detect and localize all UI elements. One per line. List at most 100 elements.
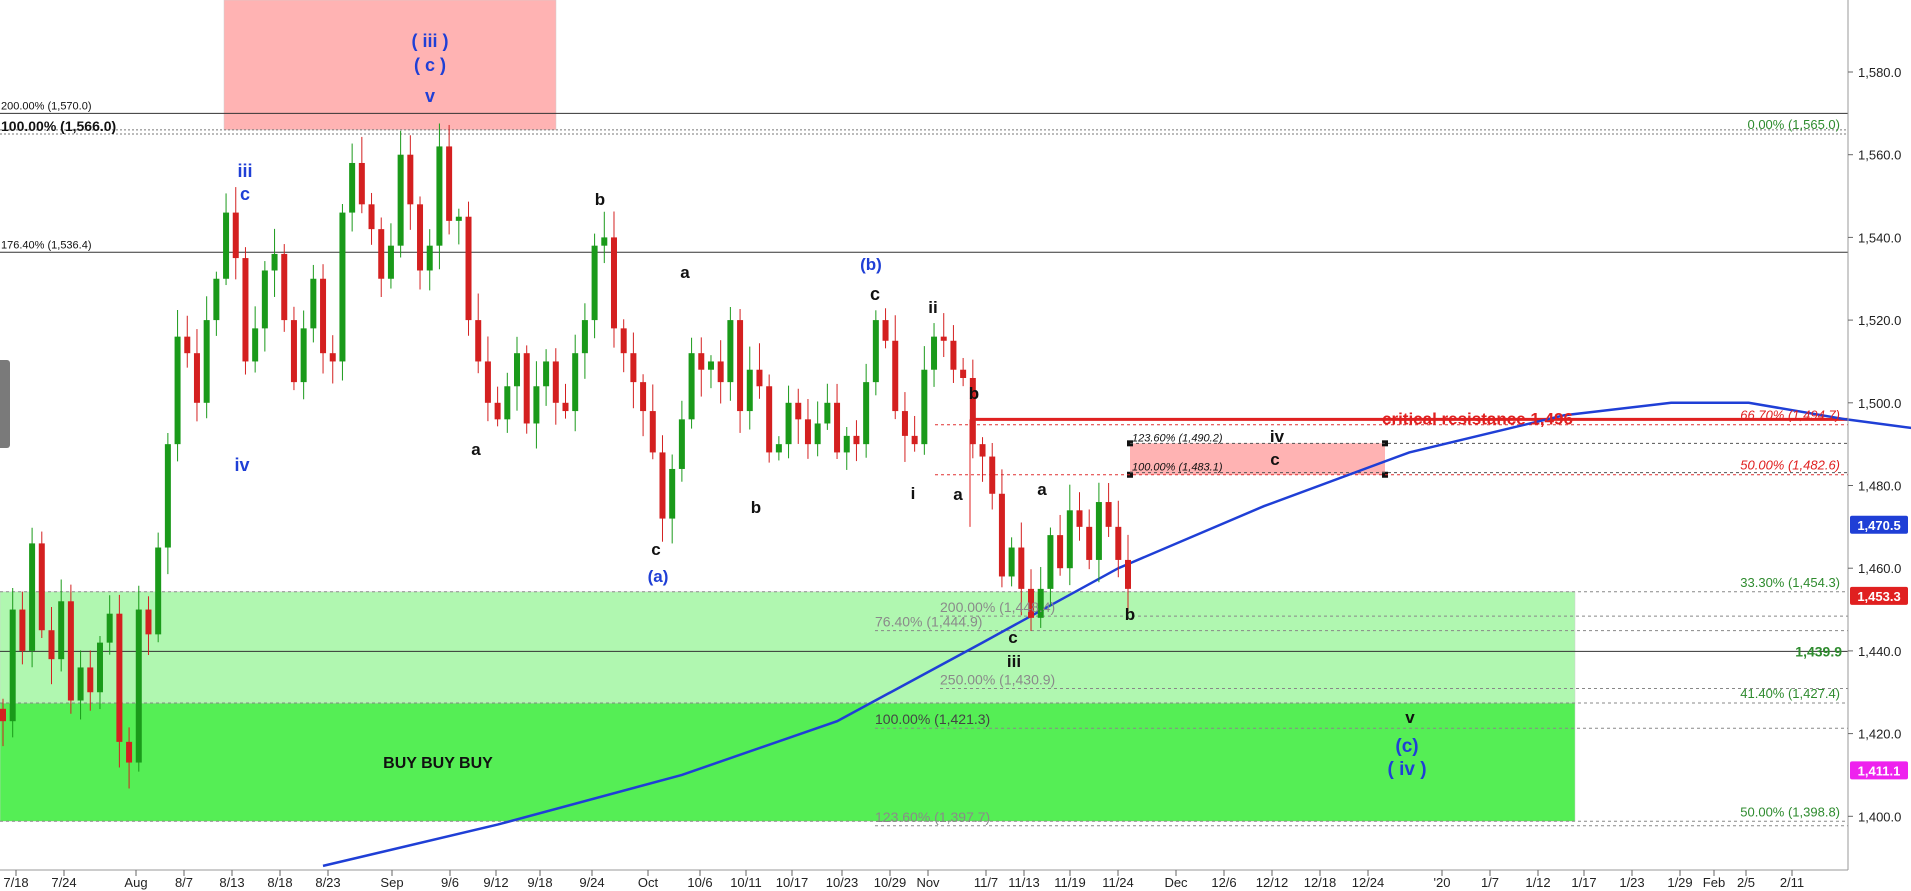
x-tick-label: 12/12 — [1256, 875, 1289, 890]
x-tick-label: Aug — [124, 875, 147, 890]
candle-body — [368, 204, 375, 230]
candle-body — [213, 278, 220, 321]
zone-0 — [0, 702, 1576, 822]
candle-body — [853, 435, 860, 445]
mid-level-label: 100.00% (1,483.1) — [1132, 462, 1223, 474]
candle-body — [1125, 559, 1131, 589]
x-tick-label: Sep — [380, 875, 403, 890]
candle-body — [1047, 535, 1054, 589]
x-tick-label: 9/24 — [579, 875, 604, 890]
candle-body — [1057, 535, 1064, 569]
candle-body — [659, 452, 666, 519]
candle-body — [872, 320, 879, 383]
wave-label: v — [425, 86, 435, 106]
x-tick-label: 10/29 — [874, 875, 907, 890]
candle-body — [931, 336, 938, 370]
left-level-label: 100.00% (1,566.0) — [1, 118, 116, 134]
x-tick-label: 2/11 — [1780, 875, 1804, 890]
zone-label: BUY BUY BUY — [383, 755, 493, 772]
candle-body — [232, 212, 239, 259]
candle-body — [795, 402, 802, 420]
price-badge — [1850, 761, 1908, 780]
candle-body — [281, 253, 288, 321]
x-tick-label: 1/23 — [1619, 875, 1644, 890]
candle-body — [707, 361, 714, 370]
candle-body — [252, 328, 259, 362]
x-tick-label: 10/6 — [687, 875, 712, 890]
candle-body — [960, 369, 967, 378]
x-tick-label: 10/11 — [730, 875, 762, 890]
x-tick-label: 8/23 — [315, 875, 340, 890]
price-badge — [1850, 586, 1908, 605]
y-tick-label: 1,440.0 — [1858, 644, 1901, 659]
candle-body — [543, 361, 550, 387]
candle-body — [834, 402, 841, 453]
candle-body — [106, 613, 113, 643]
right-level-label: 66.70% (1,494.7) — [1740, 408, 1840, 423]
x-tick-label: 1/7 — [1481, 875, 1499, 890]
candle-body — [126, 741, 133, 763]
x-tick-label: 8/7 — [175, 875, 193, 890]
candle-body — [77, 667, 84, 701]
x-tick-label: 1/12 — [1525, 875, 1550, 890]
wave-label: v — [1405, 708, 1415, 727]
candle-body — [843, 435, 850, 453]
wave-label: a — [471, 440, 481, 459]
x-tick-label: 8/13 — [219, 875, 244, 890]
candle-body — [969, 377, 976, 445]
candle-body — [407, 154, 414, 205]
candle-body — [349, 162, 356, 213]
right-level-label: 41.40% (1,427.4) — [1740, 686, 1840, 701]
right-level-label: 33.30% (1,454.3) — [1740, 575, 1840, 590]
x-tick-label: 12/24 — [1352, 875, 1385, 890]
mid-level-label: 200.00% (1,448.4) — [940, 599, 1055, 615]
zone-3 — [1130, 443, 1385, 475]
wave-label: b — [751, 498, 761, 517]
candle-body — [523, 353, 530, 424]
x-tick-label: 9/18 — [527, 875, 552, 890]
candle-body — [824, 402, 831, 424]
x-tick-label: 9/6 — [441, 875, 459, 890]
candle-body — [678, 419, 685, 469]
candle-body — [746, 369, 753, 412]
mid-level-label: 76.40% (1,444.9) — [875, 614, 982, 630]
candle-body — [203, 320, 210, 403]
x-tick-label: Nov — [916, 875, 940, 890]
candle-body — [1115, 526, 1122, 560]
candle-body — [504, 386, 511, 420]
labels-layer: BUY BUY BUY 0.00% (1,565.0) 66.70% (1,494.… — [1, 31, 1842, 825]
x-tick-label: 10/17 — [776, 875, 809, 890]
candle-body — [998, 493, 1005, 577]
candle-body — [436, 146, 443, 246]
candle-body — [814, 423, 821, 445]
candle-body — [911, 435, 918, 445]
left-level-label: 200.00% (1,570.0) — [1, 100, 92, 112]
mid-level-label: 100.00% (1,421.3) — [875, 711, 990, 727]
candle-body — [184, 336, 191, 354]
candle-body — [290, 320, 297, 383]
y-tick-label: 1,420.0 — [1858, 727, 1901, 742]
candle-body — [271, 253, 278, 271]
price-badge-label: 1,411.1 — [1858, 763, 1901, 778]
candle-body — [989, 456, 996, 494]
y-tick-label: 1,520.0 — [1858, 313, 1901, 328]
x-tick-label: 12/6 — [1211, 875, 1236, 890]
y-tick-label: 1,580.0 — [1858, 65, 1901, 80]
candle-body — [261, 270, 268, 329]
candle-body — [640, 382, 647, 412]
candle-body — [484, 361, 491, 403]
candle-body — [591, 245, 598, 321]
candle-body — [378, 229, 385, 279]
y-tick-label: 1,500.0 — [1858, 396, 1901, 411]
candle-body — [1086, 526, 1093, 560]
y-tick-label: 1,480.0 — [1858, 479, 1901, 494]
side-tab[interactable]: tradingapps — [0, 360, 10, 448]
zone-1 — [0, 591, 1576, 704]
wave-label: b — [969, 384, 979, 403]
candle-body — [164, 444, 171, 548]
candle-body — [775, 444, 782, 453]
x-tick-label: 11/13 — [1008, 875, 1040, 890]
candle-body — [1076, 510, 1083, 527]
candle-body — [397, 154, 404, 246]
mid-level-label: 250.00% (1,430.9) — [940, 672, 1055, 688]
